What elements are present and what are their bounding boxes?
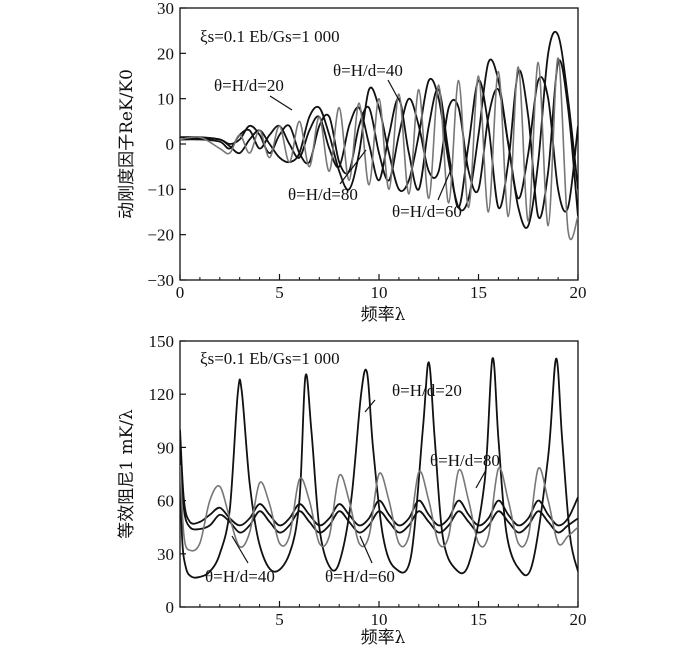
y-axis-label: 动刚度因子ReK/K0 bbox=[117, 69, 137, 219]
x-tick-label: 10 bbox=[371, 283, 388, 302]
series-line-1 bbox=[180, 30, 578, 229]
y-tick-label: 0 bbox=[166, 135, 175, 154]
y-tick-label: 20 bbox=[157, 44, 174, 63]
x-axis-label: 频率λ bbox=[361, 628, 406, 648]
series-line-4 bbox=[180, 465, 578, 552]
params-text: ξs=0.1 Eb/Gs=1 000 bbox=[200, 27, 340, 46]
y-tick-label: 30 bbox=[157, 0, 174, 18]
axis-ticks: 0 5 10 15 20 −30 −20 −10 0 10 20 30 bbox=[147, 0, 586, 302]
y-tick-label: 150 bbox=[149, 332, 175, 351]
series-line-3 bbox=[180, 59, 578, 220]
annotation-leader bbox=[364, 399, 376, 413]
series-lines bbox=[180, 30, 578, 241]
params-text: ξs=0.1 Eb/Gs=1 000 bbox=[200, 349, 340, 368]
axis-ticks: 5 10 15 20 0 30 60 90 120 150 bbox=[149, 332, 587, 629]
x-tick-label: 20 bbox=[570, 283, 587, 302]
annotation-label: θ=H/d=80 bbox=[288, 185, 358, 204]
x-tick-label: 20 bbox=[570, 610, 587, 629]
plot-frame bbox=[179, 7, 579, 281]
annotation-label: θ=H/d=20 bbox=[392, 381, 462, 400]
annotation-leader bbox=[387, 79, 401, 103]
x-tick-label: 0 bbox=[176, 283, 185, 302]
series-line-4 bbox=[180, 57, 578, 241]
series-line-3 bbox=[180, 447, 578, 534]
x-tick-label: 5 bbox=[275, 610, 284, 629]
y-tick-label: 60 bbox=[157, 492, 174, 511]
annotation-label: θ=H/d=80 bbox=[430, 451, 500, 470]
x-tick-label: 15 bbox=[470, 610, 487, 629]
annotation-leader bbox=[437, 171, 451, 201]
annotation-leader bbox=[475, 469, 487, 489]
y-tick-label: −30 bbox=[147, 271, 174, 290]
annotation-label: θ=H/d=20 bbox=[214, 76, 284, 95]
y-tick-label: 10 bbox=[157, 90, 174, 109]
series-lines bbox=[180, 357, 578, 579]
y-tick-label: 30 bbox=[157, 545, 174, 564]
y-tick-label: −10 bbox=[147, 180, 174, 199]
x-tick-label: 10 bbox=[371, 610, 388, 629]
y-tick-label: 90 bbox=[157, 438, 174, 457]
annotation-label: θ=H/d=40 bbox=[205, 567, 275, 586]
y-tick-label: −20 bbox=[147, 226, 174, 245]
annotation-leader bbox=[359, 535, 373, 564]
y-tick-label: 0 bbox=[166, 598, 175, 617]
x-tick-label: 5 bbox=[275, 283, 284, 302]
annotation-label: θ=H/d=60 bbox=[392, 202, 462, 221]
annotation-leader bbox=[339, 149, 367, 185]
y-tick-label: 120 bbox=[149, 385, 175, 404]
series-line-2 bbox=[180, 76, 578, 213]
series-line-1 bbox=[180, 357, 578, 579]
annotation-leader bbox=[269, 95, 293, 111]
y-axis-label: 等效阻尼1 mK/λ bbox=[117, 409, 137, 539]
annotation-leader bbox=[231, 535, 249, 564]
annotation-label: θ=H/d=40 bbox=[333, 61, 403, 80]
annotation-label: θ=H/d=60 bbox=[325, 567, 395, 586]
x-tick-label: 15 bbox=[470, 283, 487, 302]
x-axis-label: 频率λ bbox=[361, 305, 406, 325]
stiffness-chart: 0 5 10 15 20 −30 −20 −10 0 10 20 30 ξs=0.1 Eb/Gs=1 … bbox=[117, 0, 587, 325]
